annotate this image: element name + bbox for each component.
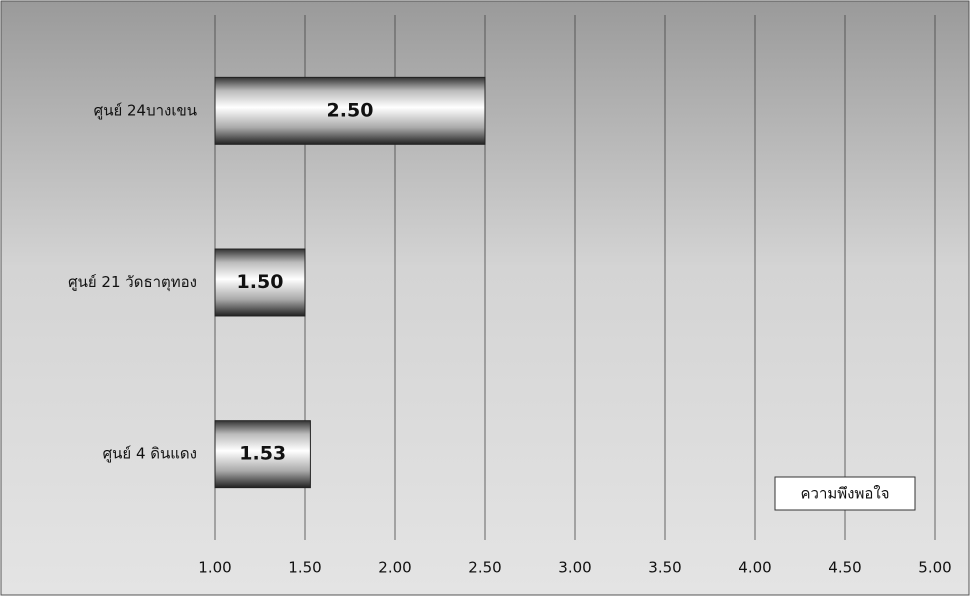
bar: [214, 420, 311, 489]
value-label: 1.50: [237, 271, 284, 293]
x-tick-label: 2.00: [378, 559, 411, 577]
bar: [214, 76, 486, 145]
value-label: 2.50: [327, 99, 374, 121]
y-tick-label: ศูนย์ 4 ดินแดง: [103, 445, 197, 463]
x-tick-label: 3.00: [558, 559, 591, 577]
x-tick-label: 2.50: [468, 559, 501, 577]
value-label: 1.53: [239, 443, 286, 465]
y-tick-label: ศูนย์ 21 วัดธาตุทอง: [68, 273, 197, 292]
x-tick-label: 1.00: [198, 559, 231, 577]
bar: [214, 248, 306, 317]
x-tick-label: 4.00: [738, 559, 771, 577]
x-tick-label: 5.00: [918, 559, 951, 577]
y-tick-label: ศูนย์ 24บางเขน: [94, 101, 197, 119]
x-tick-label: 3.50: [648, 559, 681, 577]
legend-box: [774, 476, 916, 511]
legend-label: ความพึงพอใจ: [801, 485, 890, 503]
x-tick-label: 1.50: [288, 559, 321, 577]
x-tick-label: 4.50: [828, 559, 861, 577]
